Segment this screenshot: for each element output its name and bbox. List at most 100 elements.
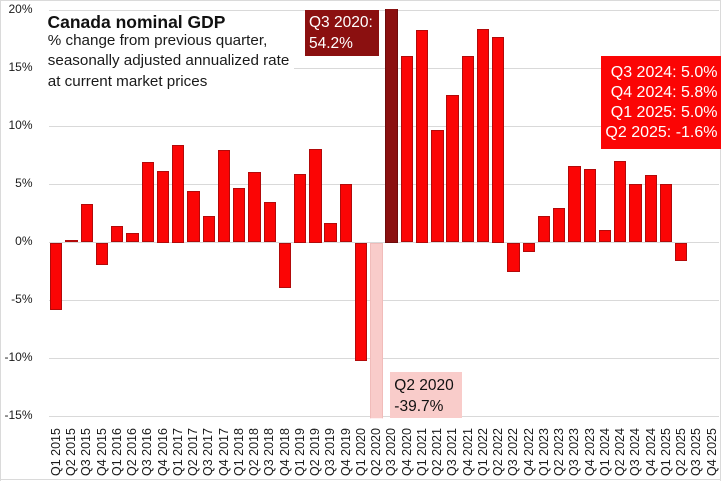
bar-q1-2019 <box>293 174 307 243</box>
annotation-recent-line-4: Q2 2025: -1.6% <box>605 124 718 142</box>
bar-q3-2019 <box>324 222 337 243</box>
bar-q1-2022 <box>476 28 490 243</box>
gridline-15 <box>48 67 720 69</box>
x-tick-label: Q3 2022 <box>506 427 521 476</box>
bar-q1-2018 <box>233 187 246 243</box>
bar-q3-2022 <box>507 242 520 272</box>
x-tick-label: Q2 2023 <box>552 427 567 476</box>
x-tick-label: Q3 2021 <box>445 427 460 476</box>
bar-q2-2018 <box>248 171 261 243</box>
x-tick-label: Q1 2015 <box>49 427 63 476</box>
x-tick-label: Q4 2017 <box>216 427 231 476</box>
bar-q2-2015 <box>65 240 78 243</box>
x-tick-label: Q2 2017 <box>186 427 201 476</box>
gridline--15 <box>48 416 720 418</box>
bar-q2-2023 <box>553 207 566 243</box>
bar-q2-2016 <box>126 233 139 243</box>
annotation-q3-2020-peak: Q3 2020: 54.2% <box>305 9 379 57</box>
bar-q4-2021 <box>461 55 474 243</box>
x-tick-label: Q4 2018 <box>277 427 292 476</box>
annotation-recent-line-1: Q3 2024: 5.0% <box>610 64 718 82</box>
x-tick-label: Q3 2019 <box>323 427 338 476</box>
bar-q1-2021 <box>415 30 429 243</box>
bar-q4-2022 <box>522 242 535 252</box>
bar-q4-2020 <box>400 55 414 243</box>
bar-q1-2016 <box>111 226 124 243</box>
bar-q1-2025 <box>659 184 673 243</box>
x-tick-label: Q3 2023 <box>567 427 582 476</box>
bar-q1-2024 <box>598 229 612 243</box>
bar-q3-2017 <box>202 215 215 243</box>
x-tick-label: Q4 2023 <box>582 427 597 476</box>
x-tick-label: Q2 2024 <box>613 427 627 476</box>
x-tick-label: Q2 2020 <box>369 427 384 476</box>
bar-q4-2016 <box>156 170 170 243</box>
bar-q4-2018 <box>278 242 292 288</box>
x-tick-label: Q1 2021 <box>414 427 429 476</box>
y-tick-label: 10% <box>8 118 33 133</box>
x-tick-label: Q1 2023 <box>536 427 551 476</box>
bar-q2-2025 <box>675 242 688 262</box>
annotation-q2-2020-trough: Q2 2020 -39.7% <box>389 371 463 419</box>
bar-q3-2023 <box>568 165 581 243</box>
title-block: Canada nominal GDP % change from previou… <box>46 11 294 97</box>
annotation-q2-2020-line-2: -39.7% <box>394 397 444 415</box>
x-tick-label: Q4 2016 <box>155 427 170 476</box>
x-tick-label: Q1 2016 <box>109 427 124 476</box>
x-tick-label: Q2 2018 <box>247 427 262 476</box>
x-tick-label: Q2 2016 <box>125 427 140 476</box>
bar-q3-2016 <box>141 162 154 243</box>
chart-title: Canada nominal GDP <box>47 12 226 33</box>
x-tick-label: Q2 2021 <box>430 427 445 476</box>
x-tick-label: Q3 2020 <box>384 427 399 476</box>
x-tick-label: Q4 2022 <box>521 427 536 476</box>
bar-q3-2015 <box>80 204 93 243</box>
annotation-recent-line-2: Q4 2024: 5.8% <box>610 84 718 102</box>
x-tick-label: Q3 2016 <box>140 427 155 476</box>
x-tick-label: Q1 2019 <box>292 427 307 476</box>
x-tick-label: Q2 2019 <box>308 427 323 476</box>
x-tick-label: Q4 2021 <box>460 427 475 476</box>
x-tick-label: Q1 2020 <box>353 427 368 476</box>
bar-q2-2017 <box>187 191 200 243</box>
x-tick-label: Q2 2022 <box>491 427 506 476</box>
x-tick-label: Q1 2018 <box>231 427 246 476</box>
bar-q4-2017 <box>217 149 231 243</box>
x-tick-label: Q2 2025 <box>674 427 688 476</box>
y-tick-label: -15% <box>4 408 33 423</box>
x-tick-label: Q1 2024 <box>597 427 612 476</box>
annotation-q3-2020-line-2: 54.2% <box>309 34 353 52</box>
bar-q4-2015 <box>95 242 109 265</box>
annotation-q3-2020-line-1: Q3 2020: <box>309 13 373 31</box>
x-tick-label: Q2 2015 <box>64 427 79 476</box>
gridline-0 <box>48 242 720 243</box>
frame-top <box>0 0 721 1</box>
bar-q3-2020 <box>385 9 398 243</box>
gridline-20 <box>48 9 720 11</box>
bar-q3-2018 <box>263 201 276 243</box>
y-tick-label: 0% <box>15 234 33 249</box>
x-tick-label: Q1 2017 <box>170 427 185 476</box>
frame-left <box>0 0 1 481</box>
bar-q1-2020 <box>354 242 368 361</box>
gridline-5 <box>48 183 720 185</box>
x-tick-label: Q3 2025 <box>689 427 704 476</box>
y-tick-label: -5% <box>11 292 33 307</box>
x-tick-label: Q1 2025 <box>658 427 673 476</box>
chart-subtitle-line-1: % change from previous quarter, <box>47 32 268 50</box>
bar-q1-2017 <box>172 145 185 243</box>
bar-q3-2021 <box>446 95 459 243</box>
bar-q1-2015 <box>50 242 63 310</box>
bar-q2-2022 <box>492 37 505 243</box>
x-tick-label: Q4 2025 <box>704 427 719 476</box>
gridline--5 <box>48 300 720 302</box>
bar-q4-2024 <box>644 175 657 243</box>
chart-subtitle-line-2: seasonally adjusted annualized rate <box>47 52 290 70</box>
x-tick-label: Q4 2024 <box>643 427 658 476</box>
frame-right <box>719 0 721 481</box>
bar-q2-2020 <box>370 242 383 419</box>
x-tick-label: Q3 2015 <box>79 427 94 476</box>
y-tick-label: -10% <box>4 350 33 365</box>
